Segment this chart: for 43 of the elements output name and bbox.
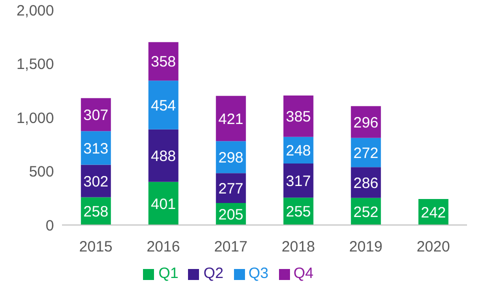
x-tick-label: 2016 [146,238,180,256]
bar [216,96,246,142]
y-tick-label: 2,000 [16,2,54,20]
bar [148,80,178,130]
data-label: 313 [83,140,108,158]
legend-label: Q2 [203,265,224,282]
data-label: 255 [286,204,311,221]
data-label: 358 [150,54,176,71]
data-label: 488 [150,148,176,165]
y-tick-label: 0 [46,217,54,234]
x-tick-label: 2019 [349,238,382,256]
data-label: 302 [83,173,108,190]
data-label: 277 [218,180,244,198]
y-tick-label: 500 [28,164,54,181]
data-label: 421 [218,110,244,128]
data-label: 242 [420,204,446,222]
x-tick-label: 2015 [79,238,112,256]
x-tick-label: 2018 [282,238,315,256]
x-tick-label: 2020 [416,238,450,256]
data-label: 307 [83,106,108,124]
bar [148,182,178,225]
data-label: 248 [286,142,311,160]
data-label: 252 [353,204,378,221]
data-label: 317 [286,172,311,190]
legend-label: Q3 [248,265,269,282]
legend-label: Q1 [158,265,178,282]
x-tick-label: 2017 [214,238,248,256]
y-tick-label: 1,500 [16,56,54,74]
data-label: 205 [218,206,244,224]
bar [216,173,246,203]
data-label: 286 [353,174,378,192]
data-label: 385 [286,108,311,126]
data-label: 258 [83,203,108,220]
legend-label: Q4 [294,265,314,282]
bar [283,164,314,198]
data-label: 298 [218,149,244,166]
data-label: 401 [150,196,176,213]
data-label: 296 [353,114,378,132]
data-label: 272 [353,144,378,162]
bar [148,129,178,182]
bar [80,131,111,165]
data-label: 454 [150,97,176,114]
y-tick-label: 1,000 [16,110,54,127]
